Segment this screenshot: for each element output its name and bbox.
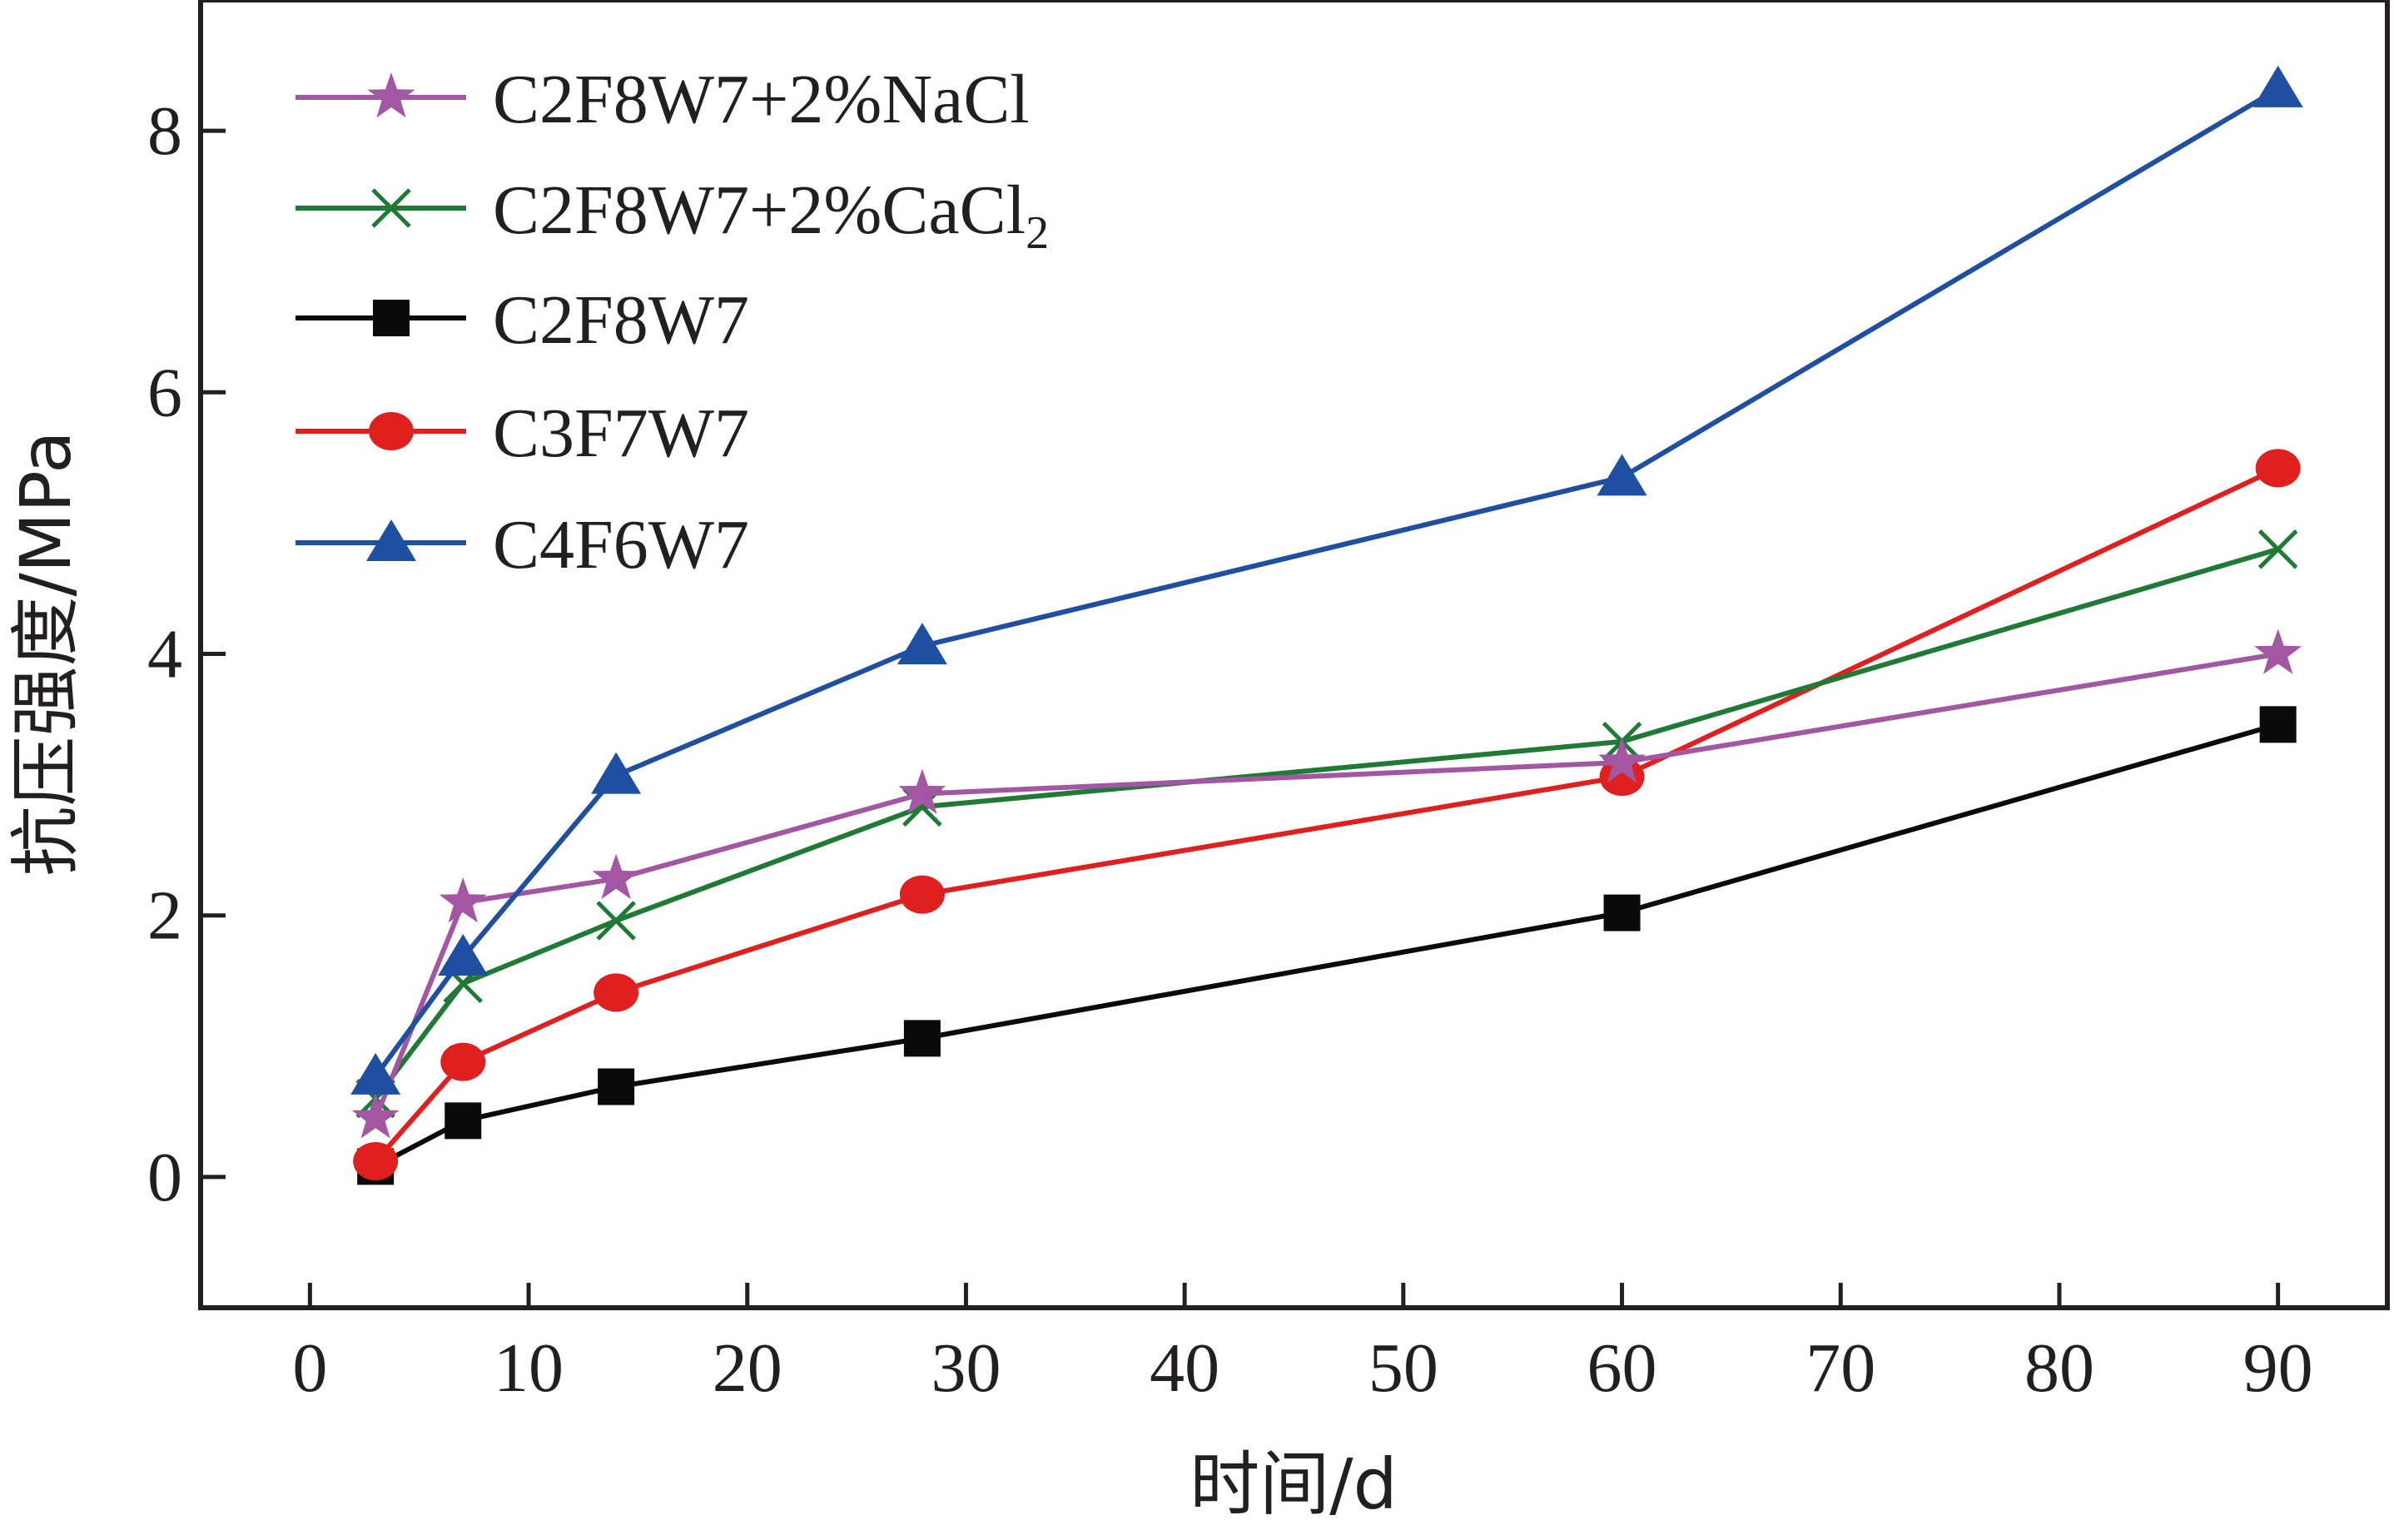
data-point bbox=[2254, 628, 2302, 674]
data-point bbox=[898, 768, 946, 814]
data-point bbox=[592, 853, 640, 899]
y-axis-label: 抗压强度/MPa bbox=[5, 430, 87, 876]
x-tick-label: 90 bbox=[2243, 1329, 2313, 1407]
legend-entry: C2F8W7+2%CaCl2 bbox=[296, 171, 1049, 259]
data-point bbox=[440, 1042, 486, 1081]
legend-label: C2F8W7 bbox=[493, 281, 749, 359]
x-tick-label: 0 bbox=[292, 1329, 327, 1407]
legend-marker bbox=[371, 188, 411, 228]
x-tick-label: 60 bbox=[1587, 1329, 1657, 1407]
data-point bbox=[353, 1142, 399, 1181]
data-point bbox=[1603, 894, 1641, 931]
x-tick-label: 40 bbox=[1150, 1329, 1219, 1407]
y-tick-label: 6 bbox=[147, 354, 182, 431]
data-point bbox=[2252, 65, 2303, 107]
legend-marker bbox=[367, 72, 415, 118]
series-line bbox=[373, 87, 2280, 1078]
series-line bbox=[373, 546, 2279, 1100]
legend-label: C2F8W7+2%NaCl bbox=[493, 61, 1030, 138]
data-point bbox=[350, 1052, 401, 1095]
data-point bbox=[439, 877, 487, 923]
data-point bbox=[899, 875, 945, 914]
data-point bbox=[351, 1093, 400, 1139]
x-axis-label: 时间/d bbox=[1190, 1443, 1398, 1525]
data-point bbox=[596, 901, 636, 941]
x-tick-label: 30 bbox=[931, 1329, 1001, 1407]
series-line bbox=[374, 722, 2279, 1169]
x-tick-label: 70 bbox=[1805, 1329, 1875, 1407]
x-tick-label: 20 bbox=[713, 1329, 782, 1407]
legend-label: C2F8W7+2%CaCl2 bbox=[493, 171, 1049, 259]
data-point bbox=[594, 973, 639, 1012]
legend-label: C3F7W7 bbox=[493, 395, 749, 472]
legend-entry: C3F7W7 bbox=[296, 395, 749, 472]
data-point bbox=[2257, 529, 2298, 569]
data-point bbox=[445, 1102, 482, 1140]
data-point bbox=[591, 752, 642, 794]
legend-marker bbox=[369, 412, 414, 450]
legend-entry: C2F8W7 bbox=[296, 281, 749, 359]
y-tick-label: 0 bbox=[147, 1139, 182, 1216]
series-line bbox=[373, 465, 2279, 1163]
y-tick-label: 2 bbox=[147, 877, 182, 955]
series-circle bbox=[353, 449, 2301, 1181]
data-point bbox=[2259, 706, 2297, 743]
legend-label: C4F6W7 bbox=[493, 506, 749, 584]
y-tick-label: 8 bbox=[147, 92, 182, 170]
data-point bbox=[897, 623, 947, 665]
x-tick-label: 10 bbox=[494, 1329, 564, 1407]
legend-entry: C4F6W7 bbox=[296, 506, 749, 584]
x-tick-label: 80 bbox=[2024, 1329, 2094, 1407]
legend-marker bbox=[366, 519, 416, 561]
legend-marker bbox=[373, 300, 410, 336]
data-point bbox=[1598, 737, 1646, 783]
series-line bbox=[373, 651, 2279, 1120]
data-point bbox=[2255, 449, 2301, 488]
x-tick-label: 50 bbox=[1368, 1329, 1438, 1407]
y-tick-label: 4 bbox=[147, 616, 182, 693]
data-point bbox=[1599, 758, 1645, 797]
legend-entry: C2F8W7+2%NaCl bbox=[296, 61, 1030, 138]
data-point bbox=[438, 933, 489, 976]
data-point bbox=[1597, 454, 1647, 496]
series-x bbox=[355, 529, 2298, 1119]
data-point bbox=[903, 1020, 941, 1057]
series-triangle bbox=[350, 65, 2303, 1095]
series-star bbox=[351, 628, 2302, 1139]
data-point bbox=[598, 1068, 635, 1105]
